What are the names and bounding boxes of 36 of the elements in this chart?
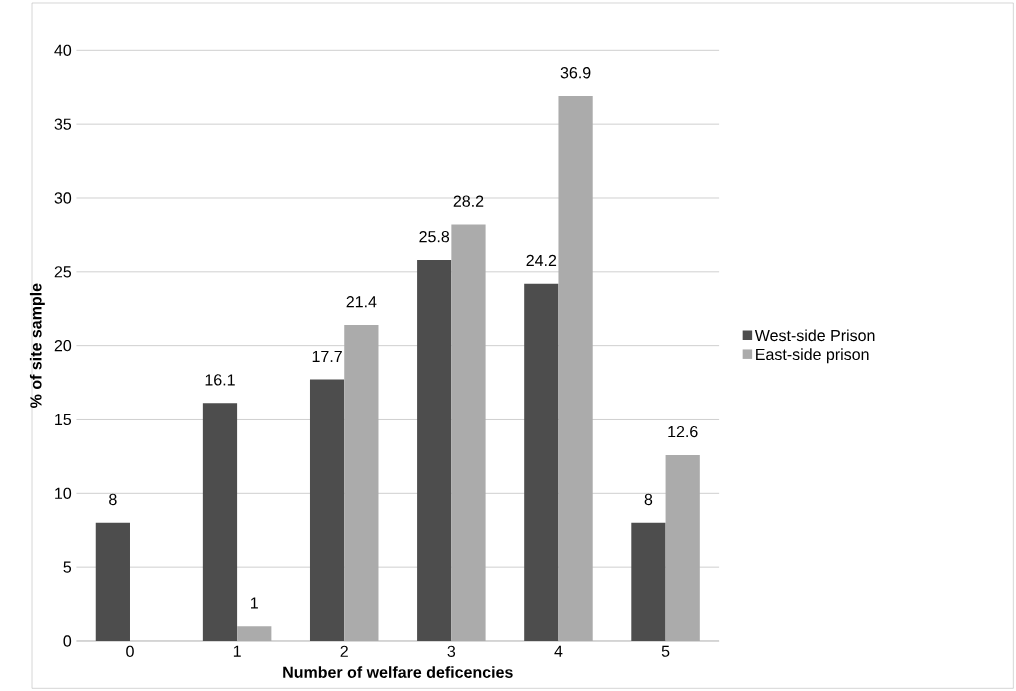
data-label: 28.2 [453, 195, 484, 207]
x-axis-title: Number of welfare deficencies [283, 666, 513, 678]
bar [95, 522, 130, 641]
data-label: 12.6 [668, 425, 698, 438]
x-tick-label: 2 [340, 645, 348, 657]
y-axis-title: % of site sample [29, 283, 45, 408]
data-label: 24.2 [526, 254, 557, 266]
y-tick-label: 35 [54, 118, 72, 130]
y-tick-label: 30 [54, 192, 72, 204]
x-tick-label: 5 [661, 645, 670, 657]
data-label: 8 [109, 493, 117, 506]
bar [309, 379, 345, 641]
bar [524, 283, 559, 641]
bar [631, 522, 666, 641]
x-tick-label: 3 [447, 645, 456, 658]
legend-label: West-side Prison [754, 329, 875, 342]
data-label: 1 [251, 597, 258, 609]
data-label: 21.4 [346, 296, 377, 308]
data-label: 16.1 [205, 374, 235, 386]
y-tick-label: 0 [63, 635, 72, 647]
y-tick-label: 5 [63, 561, 72, 573]
bar [417, 260, 452, 641]
x-tick-label: 1 [233, 645, 241, 657]
x-tick-label: 0 [126, 645, 134, 658]
data-label: 36.9 [560, 67, 591, 79]
y-tick-label: 25 [54, 266, 72, 278]
y-tick-label: 20 [54, 339, 72, 352]
y-tick-label: 40 [54, 44, 72, 56]
y-tick-label: 15 [55, 413, 72, 426]
bar [202, 403, 238, 641]
data-label: 17.7 [312, 350, 342, 362]
data-label: 8 [644, 493, 653, 506]
x-tick-label: 4 [554, 645, 563, 657]
y-tick-label: 10 [55, 487, 72, 499]
legend-label: East-side prison [756, 348, 869, 364]
data-label: 25.8 [419, 230, 450, 243]
